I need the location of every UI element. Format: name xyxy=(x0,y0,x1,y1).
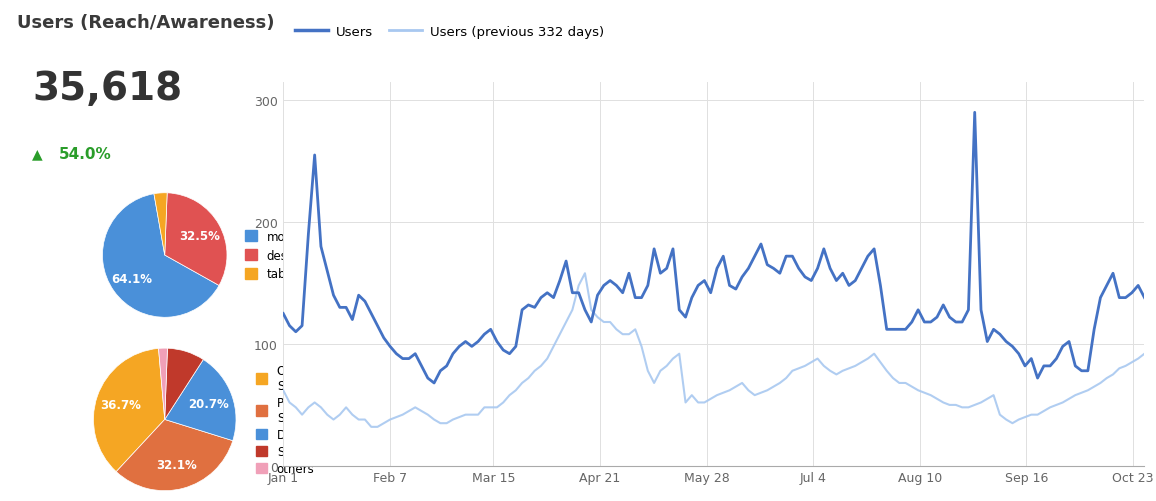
Wedge shape xyxy=(117,420,232,490)
Wedge shape xyxy=(154,193,168,256)
Wedge shape xyxy=(158,348,168,420)
Text: 32.5%: 32.5% xyxy=(179,229,221,242)
Wedge shape xyxy=(165,360,236,441)
Text: ▲: ▲ xyxy=(32,147,43,161)
Text: 35,618: 35,618 xyxy=(32,70,183,108)
Text: 64.1%: 64.1% xyxy=(111,273,153,286)
Legend: mobile, desktop, tablet: mobile, desktop, tablet xyxy=(240,225,319,286)
Legend: Users, Users (previous 332 days): Users, Users (previous 332 days) xyxy=(290,20,609,44)
Wedge shape xyxy=(94,349,165,472)
Text: 32.1%: 32.1% xyxy=(156,458,197,471)
Wedge shape xyxy=(103,194,218,318)
Text: 20.7%: 20.7% xyxy=(188,397,229,410)
Text: 36.7%: 36.7% xyxy=(101,398,141,411)
Legend: Organic
Search, Paid
Search, Direct, Social, others: Organic Search, Paid Search, Direct, Soc… xyxy=(251,359,327,480)
Text: Users (Reach/Awareness): Users (Reach/Awareness) xyxy=(17,15,275,33)
Text: 54.0%: 54.0% xyxy=(58,147,111,162)
Wedge shape xyxy=(165,349,203,420)
Wedge shape xyxy=(165,193,227,286)
